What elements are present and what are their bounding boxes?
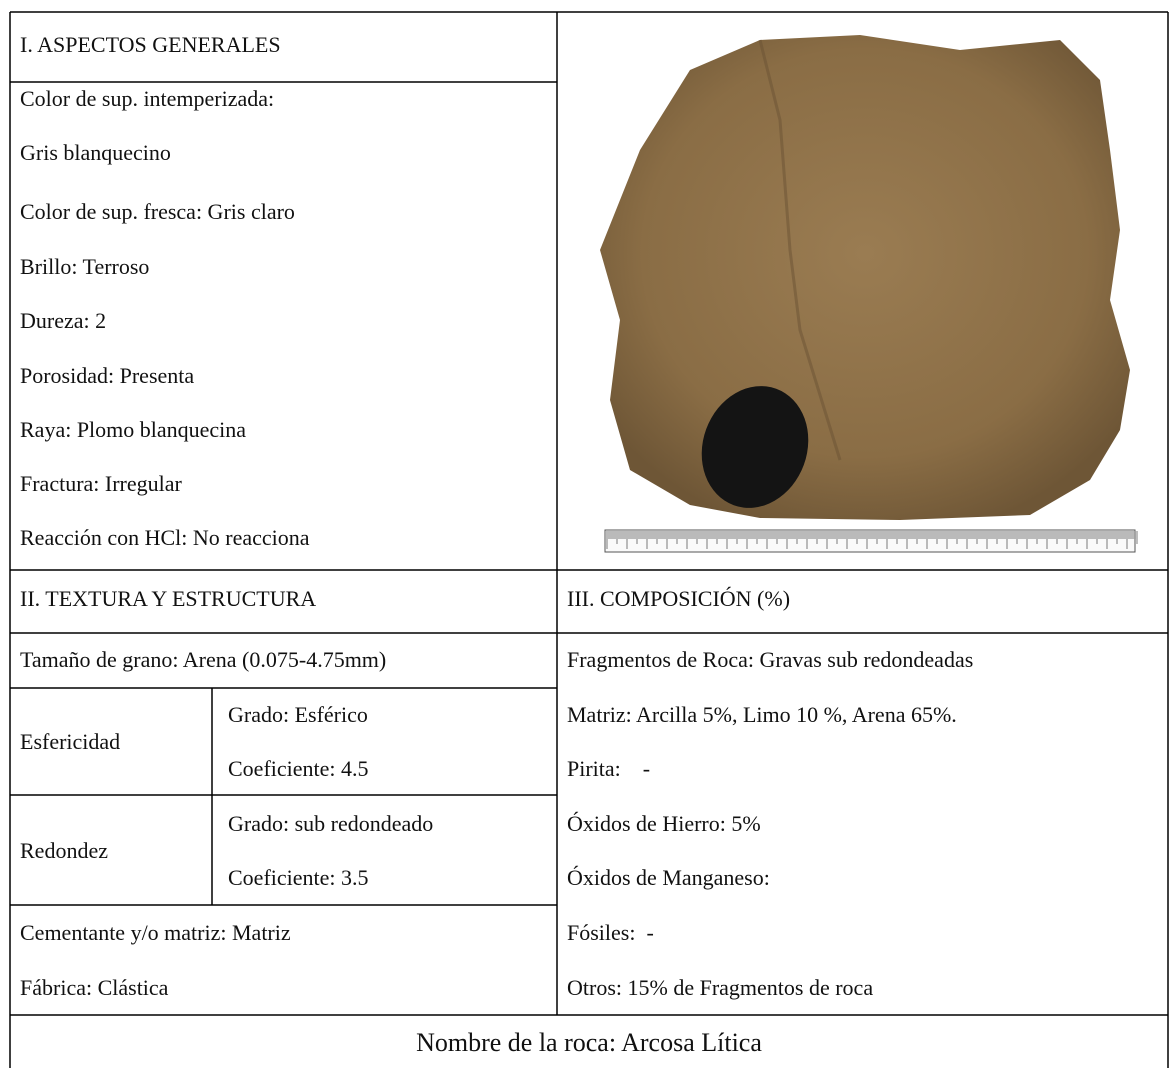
property: Dureza: 2 xyxy=(20,308,106,333)
dark-clast xyxy=(701,386,809,508)
property: Óxidos de Hierro: 5% xyxy=(567,811,761,836)
property: Color de sup. intemperizada: xyxy=(20,86,274,111)
property: Grado: Esférico xyxy=(228,702,368,727)
section-title: II. TEXTURA Y ESTRUCTURA xyxy=(20,586,316,611)
property: Raya: Plomo blanquecina xyxy=(20,417,246,442)
property: Pirita: - xyxy=(567,756,650,781)
section-title: I. ASPECTOS GENERALES xyxy=(20,32,281,57)
table-grid xyxy=(9,11,1169,1068)
property: Fósiles: - xyxy=(567,920,654,945)
property-label: Esfericidad xyxy=(20,729,120,754)
property: Gris blanquecino xyxy=(20,140,171,165)
property: Fábrica: Clástica xyxy=(20,975,169,1000)
property: Color de sup. fresca: Gris claro xyxy=(20,199,295,224)
property-label: Redondez xyxy=(20,838,108,863)
property: Óxidos de Manganeso: xyxy=(567,865,770,890)
property: Tamaño de grano: Arena (0.075-4.75mm) xyxy=(20,647,386,672)
property: Cementante y/o matriz: Matriz xyxy=(20,920,291,945)
ruler-body xyxy=(604,529,1136,553)
property: Fragmentos de Roca: Gravas sub redondead… xyxy=(567,647,973,672)
property: Otros: 15% de Fragmentos de roca xyxy=(567,975,873,1000)
property: Grado: sub redondeado xyxy=(228,811,433,836)
rock-body xyxy=(600,35,1130,520)
property: Fractura: Irregular xyxy=(20,471,183,496)
property: Brillo: Terroso xyxy=(20,254,149,279)
property: Coeficiente: 4.5 xyxy=(228,756,369,781)
rock-edge xyxy=(758,39,842,461)
scale-ruler xyxy=(604,529,1138,553)
property: Coeficiente: 3.5 xyxy=(228,865,369,890)
rock-photo xyxy=(600,35,1138,553)
property: Porosidad: Presenta xyxy=(20,363,194,388)
property: Reacción con HCl: No reacciona xyxy=(20,525,310,550)
property: Matriz: Arcilla 5%, Limo 10 %, Arena 65%… xyxy=(567,702,957,727)
section-title: III. COMPOSICIÓN (%) xyxy=(567,586,790,611)
rock-name: Nombre de la roca: Arcosa Lítica xyxy=(416,1028,762,1057)
